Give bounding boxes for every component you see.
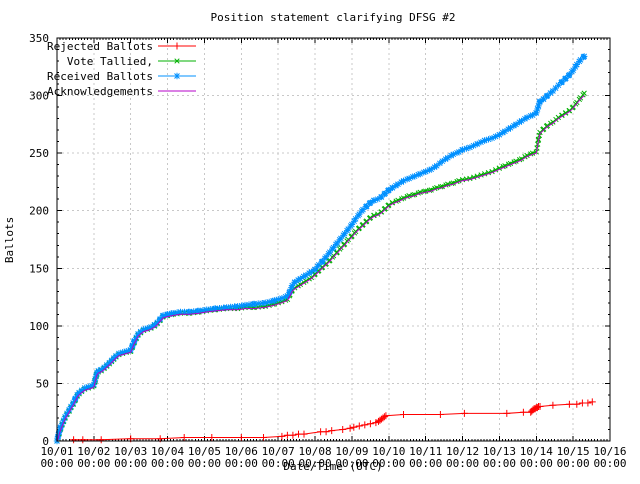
series-line-received-ballots (56, 56, 585, 442)
x-tick-label-date: 10/06 (225, 445, 258, 458)
x-tick-label-time: 00:00 (409, 457, 442, 470)
x-tick-label-date: 10/16 (593, 445, 626, 458)
x-tick-label-time: 00:00 (188, 457, 221, 470)
y-tick-label: 200 (29, 205, 49, 218)
x-tick-label-date: 10/08 (299, 445, 332, 458)
x-tick-label-time: 00:00 (557, 457, 590, 470)
x-tick-label-date: 10/14 (520, 445, 553, 458)
x-tick-label-time: 00:00 (114, 457, 147, 470)
series-line-rejected-ballots (73, 401, 593, 441)
x-axis-title: Date/Time (UTC) (283, 460, 382, 473)
y-tick-label: 150 (29, 262, 49, 275)
legend-label-acknowledgements: Acknowledgements (47, 85, 153, 98)
axis-ticks (56, 37, 611, 442)
x-tick-label-time: 00:00 (335, 457, 368, 470)
y-tick-label: 250 (29, 147, 49, 160)
x-tick-label-time: 00:00 (483, 457, 516, 470)
x-tick-label-date: 10/10 (372, 445, 405, 458)
x-tick-label-time: 00:00 (593, 457, 626, 470)
y-tick-label: 50 (36, 377, 49, 390)
y-tick-label: 350 (29, 32, 49, 45)
y-tick-label: 100 (29, 320, 49, 333)
x-tick-label-time: 00:00 (262, 457, 295, 470)
x-tick-label-date: 10/12 (446, 445, 479, 458)
x-tick-label-time: 00:00 (40, 457, 73, 470)
y-axis-title: Ballots (3, 217, 16, 263)
series-line-acknowledgements (56, 95, 585, 442)
legend-label-received-ballots: Received Ballots (47, 70, 153, 83)
series-markers-received-ballots (53, 53, 588, 445)
x-tick-label-time: 00:00 (151, 457, 184, 470)
legend-marker-vote-tallied (174, 58, 180, 64)
plot-border (56, 37, 611, 442)
x-tick-label-date: 10/01 (40, 445, 73, 458)
x-tick-label-date: 10/13 (483, 445, 516, 458)
x-tick-label-date: 10/02 (77, 445, 110, 458)
grid-lines (57, 38, 610, 441)
x-tick-label-date: 10/07 (262, 445, 295, 458)
plot-dynamic-layer: 10/0100:0010/0200:0010/0300:0010/0400:00… (29, 32, 626, 470)
x-tick-label-time: 00:00 (299, 457, 332, 470)
x-tick-label-date: 10/03 (114, 445, 147, 458)
x-tick-label-date: 10/15 (557, 445, 590, 458)
chart-title: Position statement clarifying DFSG #2 (210, 11, 455, 24)
y-tick-label: 0 (42, 435, 49, 448)
legend-marker-rejected-ballots (173, 42, 181, 50)
x-tick-label-time: 00:00 (225, 457, 258, 470)
x-tick-label-date: 10/05 (188, 445, 221, 458)
x-tick-label-time: 00:00 (372, 457, 405, 470)
x-tick-label-date: 10/04 (151, 445, 184, 458)
legend-label-rejected-ballots: Rejected Ballots (47, 40, 153, 53)
x-tick-label-time: 00:00 (446, 457, 479, 470)
x-tick-label-time: 00:00 (520, 457, 553, 470)
y-tick-label: 300 (29, 90, 49, 103)
legend-label-vote-tallied: Vote Tallied, (67, 55, 153, 68)
legend-marker-received-ballots (173, 72, 181, 80)
x-tick-label-date: 10/09 (335, 445, 368, 458)
series-markers-rejected-ballots (70, 398, 596, 444)
x-tick-label-time: 00:00 (77, 457, 110, 470)
x-tick-label-date: 10/11 (409, 445, 442, 458)
